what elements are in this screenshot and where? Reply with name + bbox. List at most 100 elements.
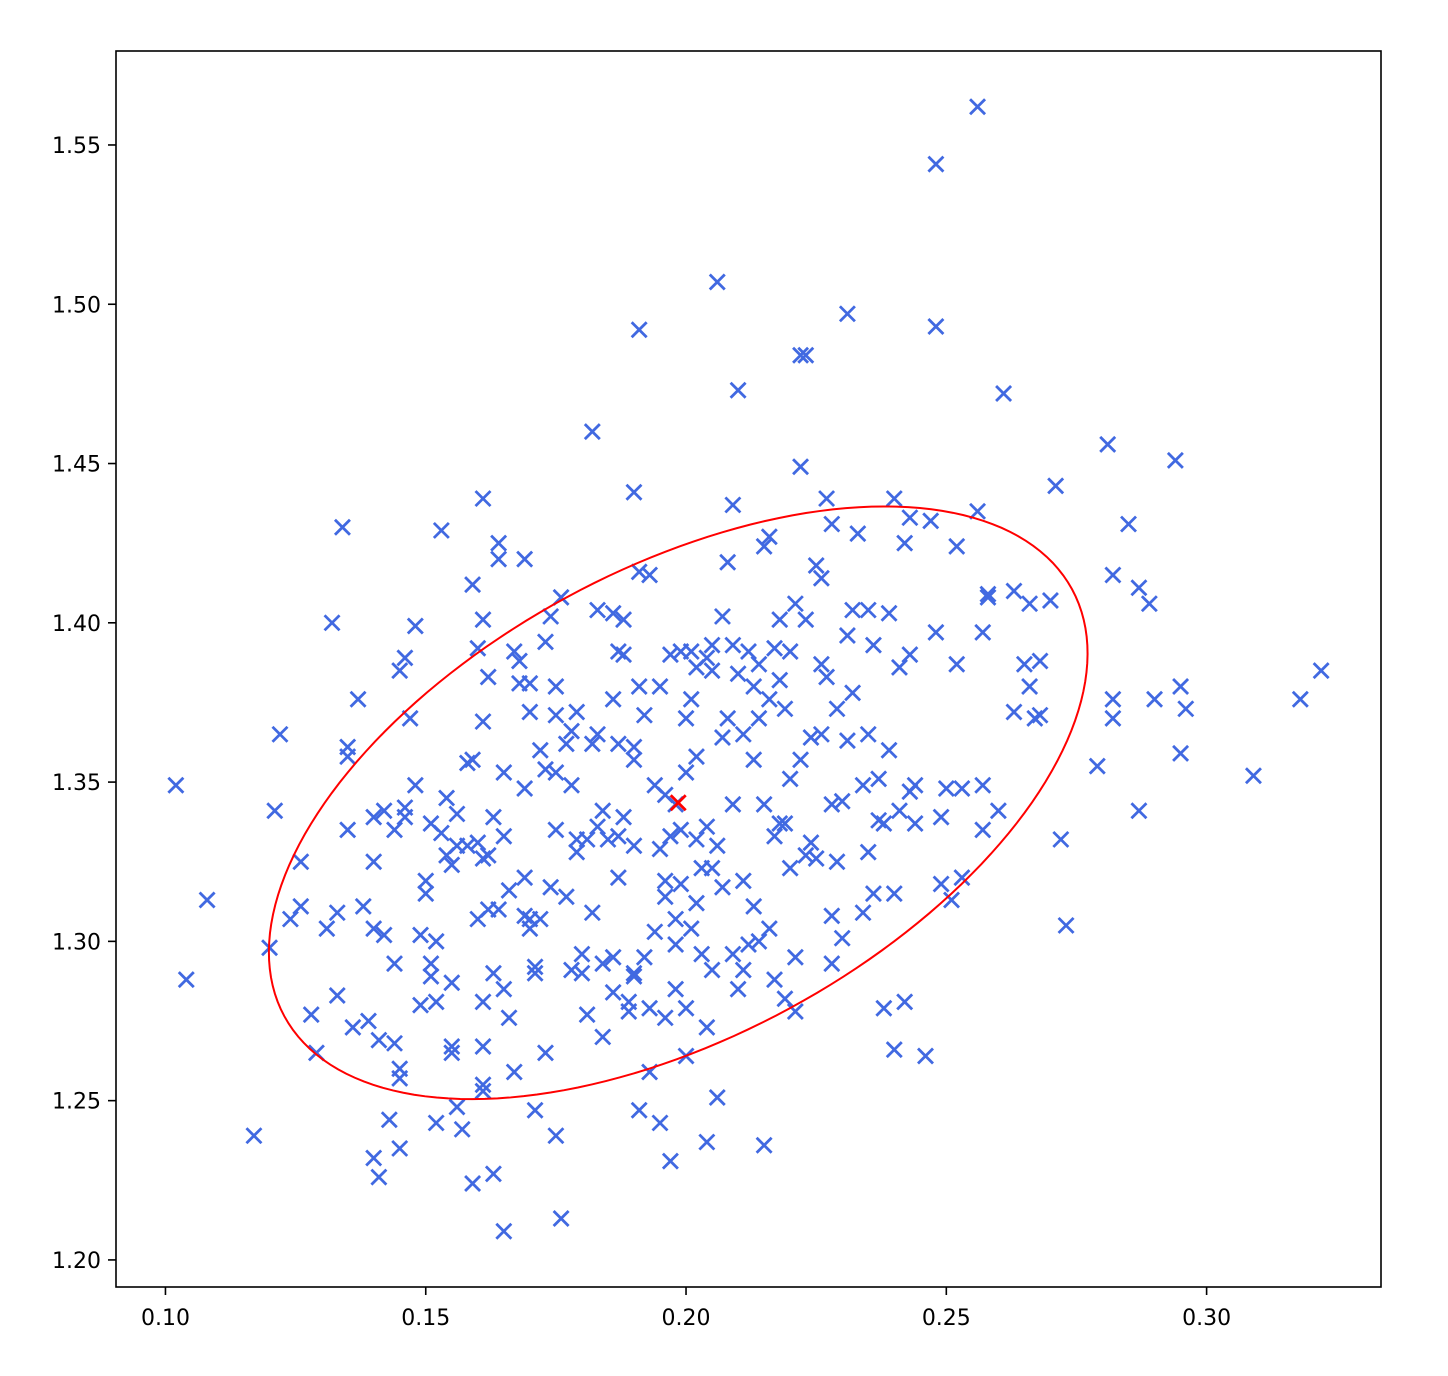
data-point [745,751,763,769]
data-point [568,703,586,721]
data-point [594,955,612,973]
data-point [479,846,497,864]
data-point [766,827,784,845]
data-point [641,999,659,1017]
data-point [687,894,705,912]
data-point [365,808,383,826]
data-point [672,875,690,893]
data-point [359,1012,377,1030]
data-point [536,633,554,651]
data-point [859,725,877,743]
data-point [786,595,804,613]
data-point [948,537,966,555]
data-point [880,741,898,759]
data-point [677,764,695,782]
data-point [656,888,674,906]
data-point [927,318,945,336]
data-point [703,636,721,654]
data-point [724,945,742,963]
data-point [1047,477,1065,495]
data-point [474,1076,492,1094]
data-point [484,808,502,826]
data-point [724,636,742,654]
data-point [854,776,872,794]
x-tick-label: 0.25 [922,1306,971,1331]
data-point [1041,592,1059,609]
data-point [828,700,846,718]
data-point [557,735,575,753]
data-point [542,878,560,896]
data-point [516,550,534,568]
data-point [766,971,784,989]
data-point [823,795,841,813]
data-point [474,1082,492,1100]
data-point [797,846,815,864]
data-point [885,1041,903,1059]
data-point [719,553,737,571]
data-point [750,932,768,950]
data-point [516,869,534,887]
data-point [838,305,856,323]
data-point [536,760,554,778]
data-point [615,646,633,664]
data-point [646,923,664,941]
data-point [635,706,653,724]
data-point [245,1127,263,1145]
data-point [682,642,700,660]
data-point [505,642,523,660]
y-tick-label: 1.30 [52,930,101,955]
data-point [615,611,633,629]
data-point [589,601,607,619]
data-point [833,792,851,810]
data-point [708,837,726,855]
data-point [890,658,908,676]
data-point [339,748,357,766]
data-point [1021,678,1039,696]
data-point [594,802,612,820]
data-point [781,770,799,788]
data-point [1312,662,1330,680]
data-point [1140,595,1158,613]
data-point [495,980,513,998]
data-point [469,834,487,852]
data-point [1031,706,1049,724]
data-point [687,830,705,848]
data-point [536,1044,554,1062]
data-point [354,897,372,915]
data-point [818,490,836,508]
data-point [474,993,492,1011]
data-point [844,601,862,619]
data-point [386,955,403,973]
data-point [271,725,289,743]
data-point [807,850,825,868]
data-point [526,964,544,982]
x-tick-label: 0.30 [1182,1306,1231,1331]
data-point [953,869,971,887]
data-point [443,1038,461,1055]
data-point [604,983,622,1001]
data-point [474,1038,492,1055]
data-point [687,748,705,766]
data-point [667,910,685,928]
data-point [620,1002,638,1020]
data-point [672,821,690,839]
data-point [386,821,403,839]
data-point [448,805,466,823]
data-point [453,1120,471,1138]
data-point [1031,652,1049,670]
data-point [391,662,409,680]
data-point [365,853,383,871]
data-point [1166,451,1184,469]
data-point [667,936,685,954]
data-point [547,1127,565,1145]
data-point [708,273,726,291]
data-point [740,936,757,954]
data-point [922,512,940,530]
data-point [875,815,893,832]
data-point [464,576,482,594]
data-point [412,996,430,1014]
data-point [349,690,367,708]
data-point [750,655,768,673]
data-point [370,1168,388,1186]
data-point [844,684,862,702]
